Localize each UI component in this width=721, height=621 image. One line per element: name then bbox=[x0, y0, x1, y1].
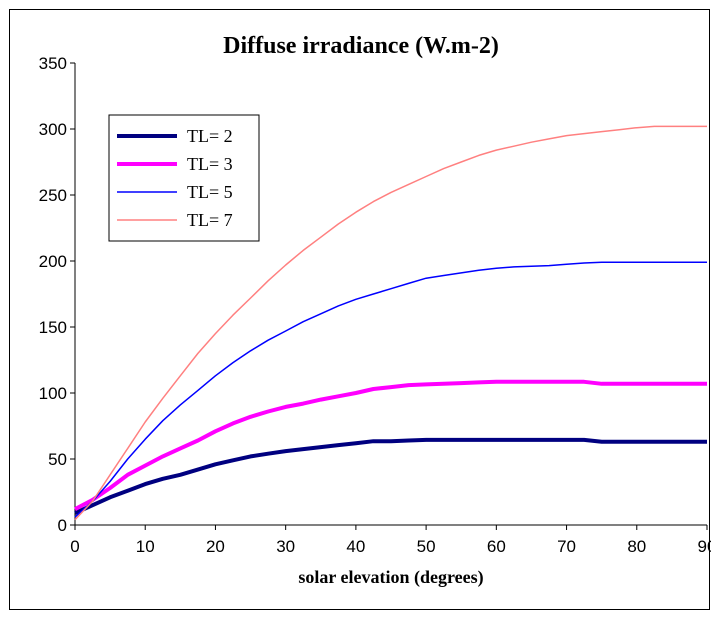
x-tick-label: 80 bbox=[627, 537, 646, 556]
x-tick-label: 30 bbox=[276, 537, 295, 556]
axes: 0 50 100 150 200 250 300 350 0 10 20 30 40 50 60 70 80 90 bbox=[39, 54, 711, 556]
series-line-2 bbox=[74, 379, 707, 511]
legend-label: TL= 3 bbox=[187, 154, 233, 174]
x-tick-label: 90 bbox=[698, 537, 711, 556]
x-tick-label: 40 bbox=[346, 537, 365, 556]
y-tick-label: 300 bbox=[39, 120, 67, 139]
series-line-3 bbox=[74, 261, 707, 518]
y-tick-label: 350 bbox=[39, 54, 67, 73]
y-tick-label: 0 bbox=[58, 516, 67, 535]
x-tick-label: 10 bbox=[136, 537, 155, 556]
series-line-1 bbox=[74, 437, 707, 515]
x-tick-label: 0 bbox=[70, 537, 79, 556]
legend: TL= 2 TL= 3 TL= 5 TL= 7 bbox=[108, 114, 260, 242]
y-tick-label: 150 bbox=[39, 318, 67, 337]
x-axis-label: solar elevation (degrees) bbox=[298, 567, 483, 588]
y-tick-label: 200 bbox=[39, 252, 67, 271]
legend-label: TL= 7 bbox=[187, 210, 233, 230]
x-tick-label: 60 bbox=[487, 537, 506, 556]
chart-title: Diffuse irradiance (W.m-2) bbox=[223, 33, 499, 59]
legend-box bbox=[108, 114, 260, 242]
series-line-4 bbox=[74, 125, 707, 521]
legend-label: TL= 5 bbox=[187, 182, 233, 202]
x-tick-label: 70 bbox=[557, 537, 576, 556]
chart-frame: 0 50 100 150 200 250 300 350 0 10 20 30 40 50 60 70 80 90… bbox=[9, 9, 711, 610]
x-tick-label: 20 bbox=[206, 537, 225, 556]
y-tick-label: 250 bbox=[39, 186, 67, 205]
x-tick-label: 50 bbox=[417, 537, 436, 556]
plot-lines bbox=[74, 125, 707, 521]
y-tick-label: 100 bbox=[39, 384, 67, 403]
line-chart: 0 50 100 150 200 250 300 350 0 10 20 30 40 50 60 70 80 90… bbox=[39, 33, 711, 588]
legend-label: TL= 2 bbox=[187, 126, 233, 146]
y-tick-label: 50 bbox=[48, 450, 67, 469]
